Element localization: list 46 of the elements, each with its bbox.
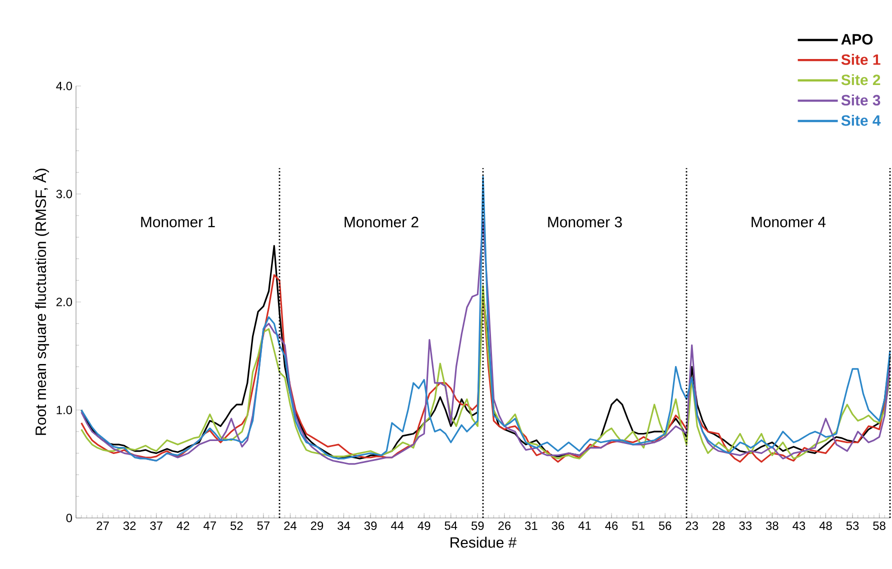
x-tick-label: 46 (605, 522, 618, 530)
annotation: Monomer 1 (141, 216, 215, 228)
x-tick-label: 34 (338, 522, 350, 530)
x-tick-label: 58 (873, 522, 886, 530)
x-tick-label: 47 (204, 522, 216, 530)
x-tick-label: 32 (123, 522, 136, 530)
x-tick-label: 51 (632, 522, 644, 530)
x-tick-label: 26 (498, 522, 511, 530)
x-tick-label: 48 (819, 522, 832, 530)
x-tick-label: 24 (284, 522, 297, 530)
x-tick-label: 39 (364, 522, 377, 530)
x-tick-label: 43 (792, 522, 806, 530)
x-tick-label: 56 (658, 522, 672, 530)
x-tick-label: 29 (310, 522, 324, 530)
annotation: Monomer 2 (344, 216, 418, 228)
legend-label: Site 1 (841, 54, 880, 65)
x-tick-label: 41 (578, 522, 591, 530)
y-tick-label: 4.0 (56, 82, 72, 90)
y-tick-label: 2.0 (56, 298, 72, 306)
annotation: Monomer 4 (752, 216, 826, 228)
x-axis-title: Residue # (450, 536, 517, 548)
x-tick-label: 31 (525, 522, 538, 530)
x-tick-label: 33 (739, 522, 752, 530)
x-tick-label: 54 (444, 522, 458, 530)
y-axis-title: Root mean square fluctuation (RMSF, Å) (32, 168, 50, 435)
x-tick-label: 37 (150, 522, 162, 530)
legend-label: Site 2 (841, 74, 880, 86)
y-tick-label: 0 (66, 514, 72, 522)
x-tick-label: 44 (390, 522, 404, 530)
x-tick-label: 42 (176, 522, 190, 530)
legend-label: Site 4 (841, 114, 881, 126)
x-tick-label: 57 (257, 522, 270, 530)
annotation: Monomer 3 (548, 216, 622, 228)
x-tick-label: 36 (552, 522, 564, 530)
x-tick-label: 52 (230, 522, 243, 530)
x-tick-label: 59 (471, 522, 484, 530)
y-tick-label: 1.0 (56, 406, 72, 414)
legend-label: APO (841, 34, 873, 45)
y-tick-label: 3.0 (56, 190, 72, 198)
x-tick-label: 53 (846, 522, 859, 530)
x-tick-label: 27 (96, 522, 109, 530)
x-tick-label: 28 (712, 522, 725, 530)
x-tick-label: 23 (686, 522, 698, 530)
x-tick-label: 38 (766, 522, 778, 530)
legend-label: Site 3 (841, 94, 880, 106)
x-tick-label: 49 (418, 522, 430, 530)
